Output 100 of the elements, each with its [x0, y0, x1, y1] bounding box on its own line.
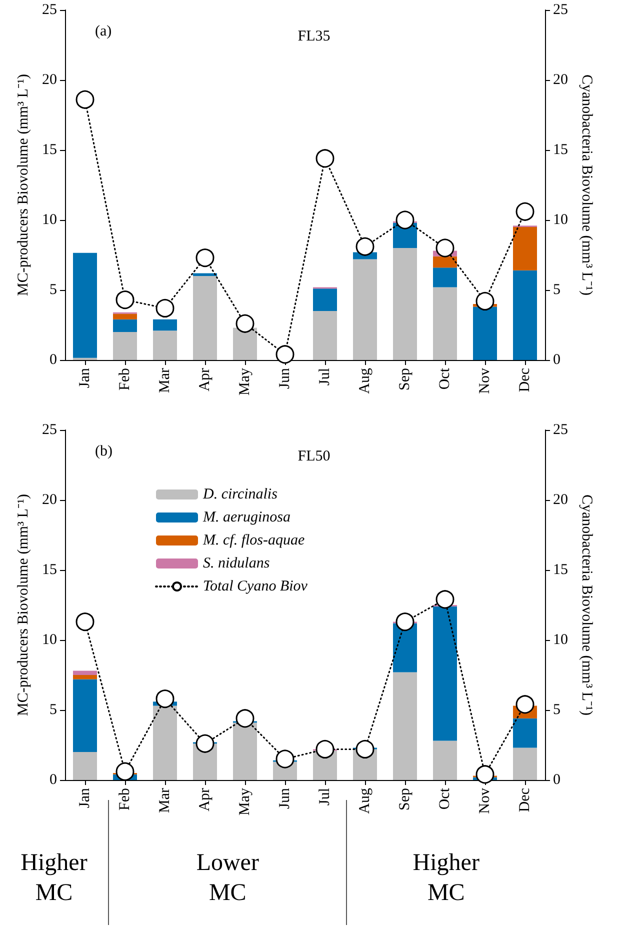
text: FL50 [298, 448, 330, 464]
x-tick-label: Apr [197, 788, 213, 812]
x-tick-label: Dec [517, 788, 533, 812]
y2-tick-label: 15 [553, 142, 568, 158]
point [476, 765, 494, 784]
bar [193, 276, 217, 360]
bar [433, 740, 457, 780]
bar [433, 287, 457, 360]
x-tick-label: Feb [117, 788, 133, 810]
x-tick-label: Mar [157, 368, 173, 393]
bar [73, 675, 97, 680]
point [316, 740, 334, 758]
bar [233, 328, 257, 360]
bar [193, 273, 217, 276]
y-tick-label: 0 [50, 352, 57, 368]
y2-axis-title: Cyanobacteria Biovolume (mm³ L⁻¹) [578, 494, 594, 716]
x-tick-label: Aug [357, 788, 373, 814]
x-tick-label: Nov [477, 368, 493, 394]
y-tick-label: 25 [42, 2, 57, 18]
y-axis-title: MC-producers Biovolume (mm³ L⁻¹) [16, 74, 32, 296]
x-tick-label: May [237, 368, 253, 396]
bar [313, 311, 337, 360]
y2-tick-label: 10 [553, 632, 568, 648]
x-tick-label: Jul [317, 788, 333, 806]
bar [393, 248, 417, 360]
y-tick-label: 0 [50, 772, 57, 788]
text: Higher MC [20, 850, 88, 906]
bar [513, 227, 537, 270]
y-tick-label: 15 [42, 562, 57, 578]
point [396, 612, 414, 632]
y2-tick-label: 10 [553, 212, 568, 228]
point [276, 750, 294, 768]
point [356, 237, 374, 256]
legend-label: Total Cyano Biov [203, 578, 308, 594]
text: Higher MC [412, 850, 480, 906]
x-tick-label: Oct [437, 367, 453, 390]
x-tick-label: Jun [277, 368, 293, 389]
x-tick-label: Oct [437, 787, 453, 810]
legend-label: M. aeruginosa [202, 510, 290, 526]
text: Lower MC [196, 850, 259, 906]
y2-tick-label: 25 [553, 422, 568, 438]
bar [433, 606, 457, 741]
y-tick-label: 5 [50, 702, 57, 718]
point [276, 345, 294, 364]
point [476, 292, 494, 310]
y-tick-label: 20 [42, 72, 57, 88]
point [436, 238, 454, 258]
point [236, 709, 254, 728]
y2-tick-label: 5 [553, 282, 560, 298]
x-tick-label: Jul [317, 368, 333, 386]
x-tick-label: Sep [397, 788, 413, 810]
bar [353, 259, 377, 360]
x-tick-label: Jun [277, 788, 293, 809]
bar [113, 319, 137, 332]
bar [433, 256, 457, 268]
bar [73, 252, 97, 358]
x-tick-label: Aug [357, 368, 373, 394]
legend-label: M. cf. flos-aquae [202, 532, 305, 548]
bar [433, 268, 457, 288]
y-tick-label: 5 [50, 282, 57, 298]
y-tick-label: 10 [42, 632, 57, 648]
y2-tick-label: 0 [553, 352, 560, 368]
point [236, 314, 254, 333]
x-tick-label: Apr [197, 368, 213, 392]
y2-tick-label: 20 [553, 492, 568, 508]
x-tick-label: Sep [397, 368, 413, 390]
y2-tick-label: 20 [553, 72, 568, 88]
bar [153, 330, 177, 360]
bar [73, 670, 97, 675]
y-tick-label: 20 [42, 492, 57, 508]
annotation: (a) [95, 24, 112, 40]
point [396, 210, 414, 230]
bar [473, 306, 497, 360]
y2-tick-label: 0 [553, 772, 560, 788]
bar [393, 672, 417, 780]
point [196, 734, 214, 753]
point [516, 695, 534, 714]
bar [513, 718, 537, 748]
x-tick-label: May [237, 788, 253, 816]
x-tick-label: Mar [157, 788, 173, 813]
bar [113, 314, 137, 320]
bar [513, 748, 537, 780]
x-tick-label: Nov [477, 788, 493, 814]
x-tick-label: Jan [77, 788, 93, 808]
text: FL35 [298, 28, 330, 44]
bar [313, 288, 337, 311]
y2-tick-label: 25 [553, 2, 568, 18]
bar [153, 706, 177, 780]
bar [153, 319, 177, 331]
legend-label: D. circinalis [202, 486, 278, 502]
annotation: (b) [95, 444, 112, 460]
legend-label: S. nidulans [203, 556, 270, 572]
y-tick-label: 10 [42, 212, 57, 228]
point [156, 690, 174, 708]
x-tick-label: Jan [77, 368, 93, 388]
y-tick-label: 15 [42, 142, 57, 158]
bar [73, 752, 97, 780]
point [356, 740, 374, 758]
bar [233, 722, 257, 780]
x-tick-label: Feb [117, 368, 133, 390]
